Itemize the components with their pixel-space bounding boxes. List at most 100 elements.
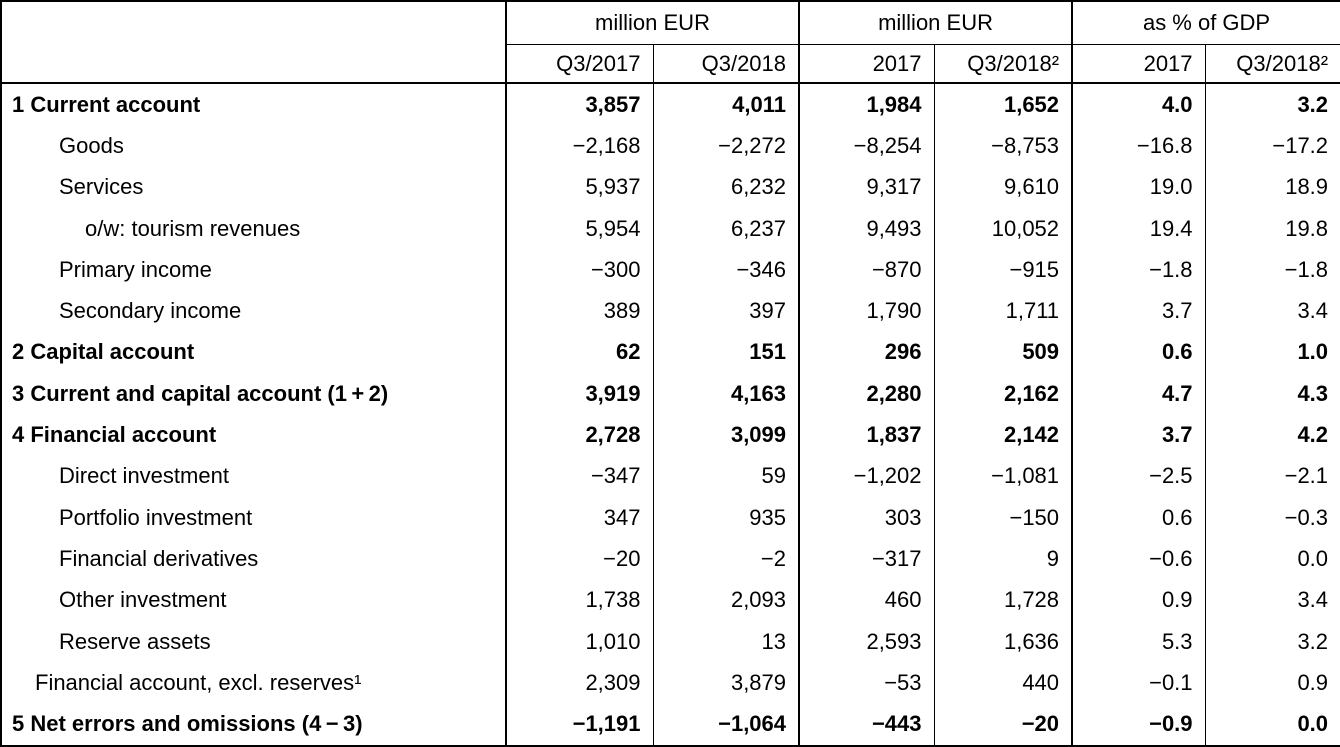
value-cell: −870	[798, 249, 935, 291]
row-financial-derivatives: Financial derivatives −20 −2 −317 9 −0.6…	[1, 538, 1340, 580]
value-cell: 5,937	[505, 166, 653, 208]
value-cell: −2.1	[1204, 455, 1340, 497]
col-header-q3-2018: Q3/2018	[652, 44, 800, 84]
value-cell: 3.7	[1071, 290, 1206, 332]
col-header-q3-2018-gdp-sup2: Q3/2018²	[1204, 44, 1340, 84]
row-primary-income: Primary income −300 −346 −870 −915 −1.8 …	[1, 249, 1340, 291]
value-cell: 10,052	[933, 207, 1073, 250]
value-cell: 151	[652, 331, 800, 374]
unit-group-pct-gdp: as % of GDP	[1071, 1, 1340, 45]
value-cell: 3,099	[652, 414, 800, 456]
value-cell: 460	[798, 579, 935, 621]
value-cell: −0.6	[1071, 538, 1206, 580]
value-cell: −1,191	[505, 703, 653, 746]
value-cell: 1,010	[505, 620, 653, 663]
value-cell: 3.2	[1204, 620, 1340, 663]
value-cell: 4.0	[1071, 83, 1206, 126]
value-cell: 13	[652, 620, 800, 663]
value-cell: −17.2	[1204, 125, 1340, 167]
value-cell: 0.6	[1071, 331, 1206, 374]
value-cell: 2,309	[505, 662, 653, 704]
value-cell: −8,254	[798, 125, 935, 167]
value-cell: 1,636	[933, 620, 1073, 663]
value-cell: −0.3	[1204, 496, 1340, 539]
row-label: Financial derivatives	[59, 545, 259, 571]
value-cell: 3.7	[1071, 414, 1206, 456]
table-header: million EUR million EUR as % of GDP Q3/2…	[1, 1, 1340, 84]
value-cell: −2,272	[652, 125, 800, 167]
row-portfolio-investment: Portfolio investment 347 935 303 −150 0.…	[1, 496, 1340, 539]
row-financial-account-excl-reserves: Financial account, excl. reserves¹ 2,309…	[1, 662, 1340, 704]
value-cell: −317	[798, 538, 935, 580]
value-cell: 3.4	[1204, 579, 1340, 621]
value-cell: 59	[652, 455, 800, 497]
value-cell: 1,728	[933, 579, 1073, 621]
value-cell: −2	[652, 538, 800, 580]
value-cell: −1,081	[933, 455, 1073, 497]
value-cell: 347	[505, 496, 653, 539]
value-cell: 2,162	[933, 373, 1073, 415]
value-cell: −0.1	[1071, 662, 1206, 704]
value-cell: −1.8	[1204, 249, 1340, 291]
value-cell: 440	[933, 662, 1073, 704]
row-label: Direct investment	[59, 463, 229, 489]
value-cell: −1,064	[652, 703, 800, 746]
value-cell: 0.9	[1071, 579, 1206, 621]
value-cell: 19.4	[1071, 207, 1206, 250]
row-reserve-assets: Reserve assets 1,010 13 2,593 1,636 5.3 …	[1, 620, 1340, 663]
value-cell: 6,232	[652, 166, 800, 208]
value-cell: 2,093	[652, 579, 800, 621]
row-capital-account: 2 Capital account 62 151 296 509 0.6 1.0	[1, 331, 1340, 374]
row-other-investment: Other investment 1,738 2,093 460 1,728 0…	[1, 579, 1340, 621]
table-body: 1 Current account 3,857 4,011 1,984 1,65…	[1, 83, 1340, 746]
row-label: Secondary income	[59, 298, 242, 324]
row-label: Services	[59, 174, 144, 200]
value-cell: 1,652	[933, 83, 1073, 126]
row-secondary-income: Secondary income 389 397 1,790 1,711 3.7…	[1, 290, 1340, 332]
value-cell: 2,142	[933, 414, 1073, 456]
row-label: Other investment	[59, 587, 227, 613]
value-cell: 9	[933, 538, 1073, 580]
row-label: 1 Current account	[12, 91, 201, 117]
value-cell: 4,011	[652, 83, 800, 126]
value-cell: 19.8	[1204, 207, 1340, 250]
value-cell: 2,728	[505, 414, 653, 456]
value-cell: 3.2	[1204, 83, 1340, 126]
corner-cell	[1, 1, 507, 84]
value-cell: 296	[798, 331, 935, 374]
value-cell: 5.3	[1071, 620, 1206, 663]
value-cell: 3,919	[505, 373, 653, 415]
value-cell: −1,202	[798, 455, 935, 497]
value-cell: −20	[933, 703, 1073, 746]
value-cell: −16.8	[1071, 125, 1206, 167]
value-cell: 1,711	[933, 290, 1073, 332]
value-cell: 0.0	[1204, 538, 1340, 580]
value-cell: 303	[798, 496, 935, 539]
value-cell: 4.3	[1204, 373, 1340, 415]
value-cell: 5,954	[505, 207, 653, 250]
row-net-errors-and-omissions: 5 Net errors and omissions (4 − 3) −1,19…	[1, 703, 1340, 746]
row-label: Primary income	[59, 256, 212, 282]
value-cell: 509	[933, 331, 1073, 374]
value-cell: 3.4	[1204, 290, 1340, 332]
value-cell: −53	[798, 662, 935, 704]
value-cell: −20	[505, 538, 653, 580]
value-cell: 2,593	[798, 620, 935, 663]
value-cell: 0.0	[1204, 703, 1340, 746]
row-label: 3 Current and capital account (1 + 2)	[12, 380, 389, 406]
value-cell: 389	[505, 290, 653, 332]
value-cell: 2,280	[798, 373, 935, 415]
unit-header-row: million EUR million EUR as % of GDP	[1, 1, 1340, 84]
value-cell: 0.9	[1204, 662, 1340, 704]
row-direct-investment: Direct investment −347 59 −1,202 −1,081 …	[1, 455, 1340, 497]
value-cell: −443	[798, 703, 935, 746]
value-cell: −347	[505, 455, 653, 497]
value-cell: −300	[505, 249, 653, 291]
value-cell: −2.5	[1071, 455, 1206, 497]
row-label: Reserve assets	[59, 628, 211, 654]
row-current-and-capital-account: 3 Current and capital account (1 + 2) 3,…	[1, 373, 1340, 415]
value-cell: 397	[652, 290, 800, 332]
col-header-2017-gdp: 2017	[1071, 44, 1206, 84]
row-label: Goods	[59, 132, 124, 158]
